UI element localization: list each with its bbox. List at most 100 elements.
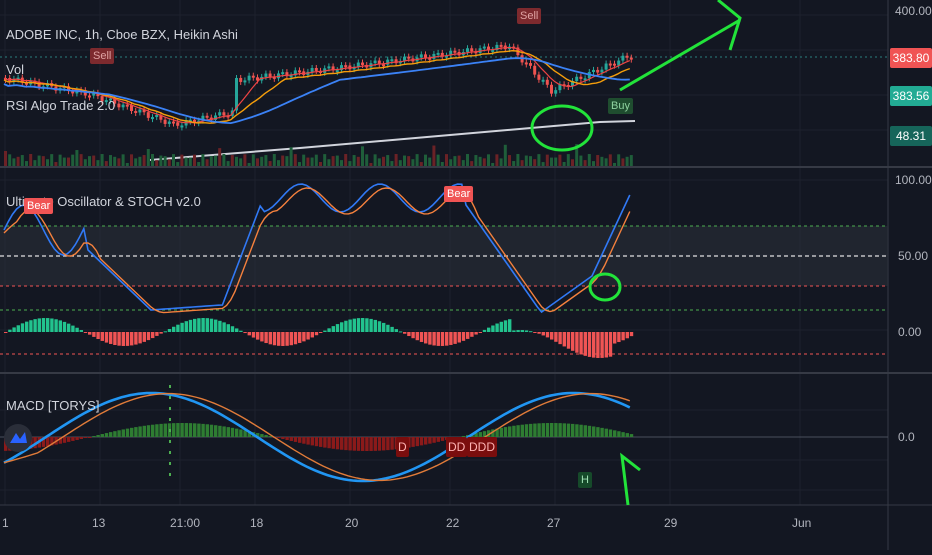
volume-bar	[16, 156, 20, 166]
macd-histogram-bar	[134, 427, 138, 437]
candle-body	[180, 125, 184, 128]
logo-mark-icon	[10, 432, 27, 443]
stoch-fast-line	[3, 183, 631, 314]
oscillator-histogram-bar	[268, 332, 272, 345]
macd-histogram-bar	[109, 432, 113, 437]
volume-bar	[256, 158, 259, 166]
volume-bar	[554, 157, 558, 166]
volume-bar	[382, 156, 385, 166]
candle-body	[243, 80, 247, 83]
volume-bar	[230, 155, 234, 166]
candle-body	[222, 112, 226, 116]
candle-body	[407, 56, 411, 59]
time-tick: 20	[345, 516, 359, 530]
macd-histogram-bar	[113, 431, 117, 437]
candle-body	[466, 48, 469, 52]
oscillator-histogram-bar	[323, 330, 327, 332]
candle-body	[382, 64, 385, 67]
oscillator-histogram-bar	[382, 322, 386, 332]
candle-body	[235, 77, 238, 111]
volume-bar	[54, 162, 58, 166]
oscillator-histogram-bar	[466, 332, 470, 339]
volume-bar	[352, 155, 356, 166]
volume-bar	[524, 155, 528, 166]
volume-bar	[361, 146, 364, 166]
bear-signal[interactable]: Bear	[444, 186, 474, 202]
volume-bar	[398, 160, 402, 166]
volume-bar	[184, 157, 188, 166]
oscillator-histogram-bar	[172, 326, 176, 332]
macd-divergence-signal[interactable]: DD	[446, 437, 468, 457]
candle-body	[142, 109, 146, 113]
volume-bar	[247, 162, 251, 166]
macd-histogram-bar	[377, 437, 382, 451]
bear-signal[interactable]: Bear	[24, 198, 54, 214]
price-tag-last: 383.80	[890, 48, 932, 68]
vol-label: Vol	[6, 62, 25, 77]
volume-bar	[432, 145, 436, 166]
oscillator-histogram-bar	[533, 332, 537, 333]
time-tick: 21:00	[170, 516, 201, 530]
sell-signal[interactable]: Sell	[90, 48, 115, 64]
oscillator-histogram-bar	[205, 318, 209, 332]
oscillator-histogram-bar	[554, 332, 558, 342]
oscillator-histogram-bar	[449, 332, 453, 345]
sell-signal[interactable]: Sell	[517, 8, 542, 24]
macd-divergence-signal[interactable]: D	[396, 437, 409, 457]
oscillator-histogram-bar	[373, 319, 377, 332]
candle-body	[335, 70, 339, 73]
candle-body	[71, 91, 75, 94]
candle-body	[214, 115, 217, 120]
candle-body	[394, 59, 398, 64]
volume-bar	[617, 154, 621, 166]
macd-histogram-bar	[58, 437, 62, 444]
candle-body	[251, 75, 255, 78]
volume-bar	[281, 155, 285, 166]
volume-bar	[298, 162, 301, 166]
volume-bar	[121, 154, 125, 166]
macd-histogram-bar	[159, 423, 163, 437]
macd-histogram-bar	[331, 437, 335, 449]
volume-bar	[79, 154, 83, 166]
candle-body	[625, 55, 629, 58]
macd-h-signal[interactable]: H	[578, 472, 592, 488]
macd-histogram-bar	[545, 423, 550, 437]
oscillator-histogram-bar	[167, 328, 172, 332]
macd-divergence-signal[interactable]: DDD	[467, 437, 497, 457]
macd-histogram-bar	[260, 434, 264, 437]
candle-body	[25, 82, 28, 85]
macd-histogram-bar	[617, 431, 621, 437]
macd-histogram-bar	[172, 423, 176, 437]
volume-bar	[88, 156, 91, 166]
oscillator-histogram-bar	[613, 332, 617, 344]
oscillator-histogram-bar	[335, 324, 340, 332]
candle-body	[268, 73, 272, 77]
macd-histogram-bar	[562, 423, 566, 437]
macd-histogram-bar	[550, 423, 554, 437]
macd-histogram-bar	[277, 437, 281, 439]
oscillator-histogram-bar	[403, 332, 407, 334]
volume-bar	[445, 154, 448, 166]
macd-histogram-bar	[230, 427, 235, 437]
volume-bar	[314, 154, 318, 166]
oscillator-histogram-bar	[361, 318, 365, 332]
volume-bar	[356, 156, 360, 166]
oscillator-histogram-bar	[96, 332, 100, 340]
volume-bar	[436, 154, 440, 166]
buy-signal[interactable]: Buy	[608, 98, 633, 114]
oscillator-histogram-bar	[407, 332, 411, 337]
time-tick: 29	[664, 516, 678, 530]
volume-bar	[419, 162, 423, 166]
oscillator-histogram-bar	[193, 318, 197, 332]
oscillator-histogram-bar	[20, 323, 25, 332]
oscillator-histogram-bar	[348, 319, 352, 332]
candle-body	[104, 100, 108, 103]
macd-histogram-bar	[428, 437, 432, 444]
volume-bar	[264, 155, 268, 166]
macd-histogram-bar	[125, 428, 130, 437]
volume-bar	[331, 156, 335, 166]
time-tick: 22	[446, 516, 460, 530]
oscillator-histogram-bar	[197, 318, 201, 332]
